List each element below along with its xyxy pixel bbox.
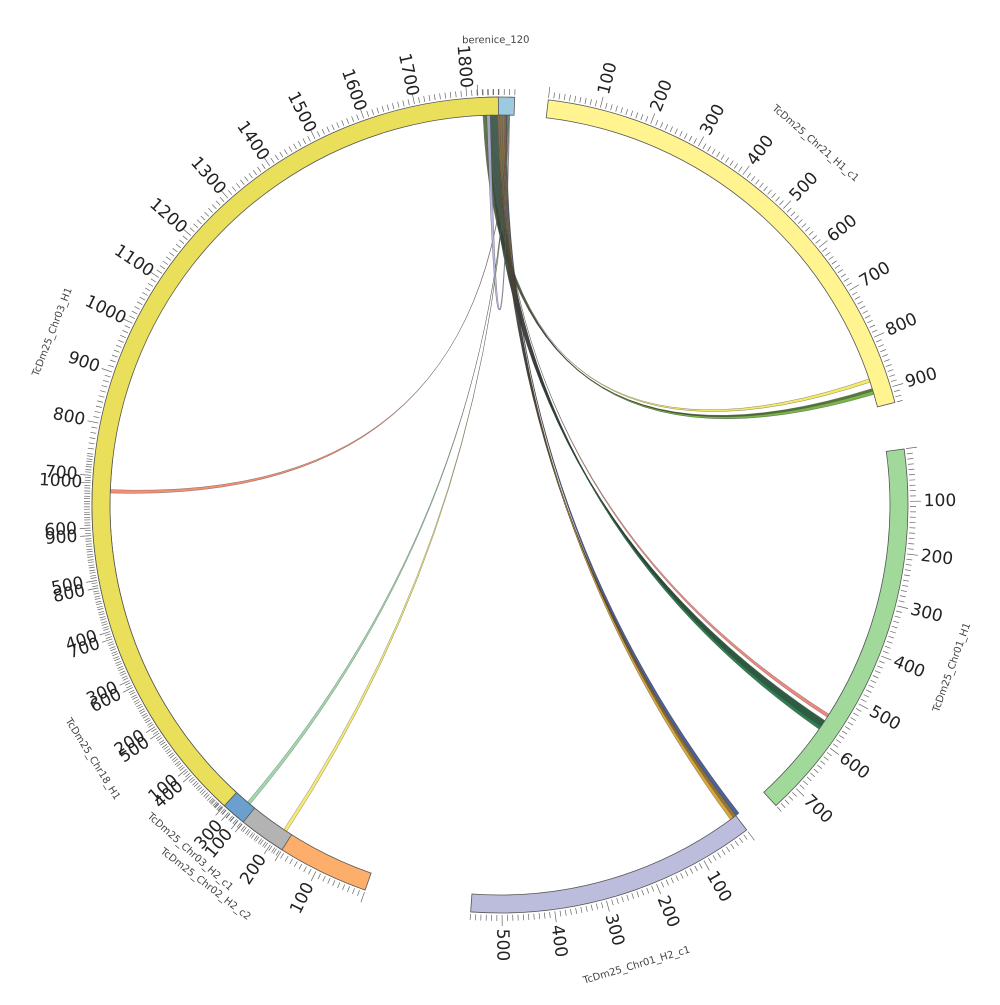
tick-label-tcdm25-chr03-h1-1500: 1500: [283, 88, 320, 136]
tick-label-tcdm25-chr01-h1-100: 100: [924, 491, 957, 511]
tick-label-tcdm25-chr03-h1-1700: 1700: [394, 51, 423, 97]
link-tcdm25-chr02-h2-c2-7: [283, 114, 509, 832]
tick-label-tcdm25-chr18-h1-100: 100: [286, 879, 318, 917]
tick-label-tcdm25-chr21-h1-c1-700: 700: [856, 258, 894, 292]
tick-label-tcdm25-chr03-h1-1800: 1800: [453, 44, 476, 89]
tick-label-tcdm25-chr03-h1-1400: 1400: [232, 117, 273, 164]
tick-label-tcdm25-chr21-h1-c1-600: 600: [823, 211, 861, 247]
tick-label-tcdm25-chr21-h1-c1-800: 800: [883, 309, 921, 341]
tick-label-tcdm25-chr01-h2-c1-300: 300: [600, 912, 628, 949]
link-tcdm25-chr01-h2-c1-4: [498, 114, 738, 820]
segment-tcdm25-chr01-h2-c1: [470, 815, 748, 914]
tick-label-tcdm25-chr21-h1-c1-200: 200: [646, 77, 677, 115]
ticks-tcdm25-chr03-h1: [79, 85, 499, 816]
link-tcdm25-chr18-h1-6: [109, 114, 508, 494]
tick-label-tcdm25-chr01-h2-c1-500: 500: [492, 929, 512, 962]
tick-label-tcdm25-chr03-h1-600: 600: [44, 519, 78, 541]
tick-label-tcdm25-chr01-h1-200: 200: [920, 546, 955, 570]
tick-label-tcdm25-chr21-h1-c1-300: 300: [696, 101, 729, 139]
tick-label-tcdm25-chr01-h1-400: 400: [890, 652, 928, 683]
tick-label-tcdm25-chr18-h1-900: 900: [44, 527, 78, 549]
ticks-tcdm25-chr02-h2-c2: [214, 802, 282, 862]
tick-label-tcdm25-chr21-h1-c1-100: 100: [594, 60, 621, 96]
tick-label-tcdm25-chr03-h1-1300: 1300: [186, 153, 230, 199]
ticks-tcdm25-chr18-h1: [79, 455, 365, 903]
tick-label-tcdm25-chr18-h1-200: 200: [236, 850, 271, 888]
segment-tcdm25-chr03-h1: [91, 96, 499, 807]
segments-layer: [79, 84, 922, 927]
tick-label-tcdm25-chr03-h1-100: 100: [145, 770, 183, 806]
link-tcdm25-chr01-h1-3: [497, 114, 830, 718]
tick-label-tcdm25-chr01-h2-c1-100: 100: [702, 868, 735, 906]
tick-label-tcdm25-chr01-h2-c1-400: 400: [547, 924, 571, 959]
ticks-berenice-120: [476, 84, 516, 96]
ticks-tcdm25-chr03-h2-c1: [209, 798, 243, 833]
tick-label-tcdm25-chr03-h1-1100: 1100: [110, 241, 157, 282]
tick-label-tcdm25-chr01-h1-700: 700: [799, 791, 836, 828]
tick-label-tcdm25-chr21-h1-c1-500: 500: [786, 168, 823, 205]
tick-label-tcdm25-chr01-h1-500: 500: [866, 702, 904, 735]
segment-label-berenice-120: berenice_120: [462, 35, 529, 47]
tick-label-tcdm25-chr03-h1-900: 900: [65, 348, 102, 377]
tick-label-tcdm25-chr21-h1-c1-400: 400: [743, 132, 778, 170]
tick-label-tcdm25-chr03-h1-1200: 1200: [145, 194, 191, 238]
tick-label-tcdm25-chr03-h1-1000: 1000: [82, 291, 130, 328]
link-tcdm25-chr03-h2-c1-8: [247, 114, 510, 805]
segment-tcdm25-chr01-h1: [763, 448, 909, 807]
tick-label-tcdm25-chr18-h1-1000: 1000: [38, 470, 82, 492]
tick-label-tcdm25-chr03-h1-700: 700: [44, 462, 78, 484]
segment-label-tcdm25-chr01-h1: TcDm25_Chr01_H1: [931, 621, 974, 714]
tick-label-tcdm25-chr01-h1-300: 300: [908, 600, 944, 627]
segment-label-tcdm25-chr21-h1-c1: TcDm25_Chr21_H1_c1: [769, 102, 861, 184]
tick-label-tcdm25-chr03-h1-800: 800: [51, 404, 87, 430]
tick-label-tcdm25-chr01-h1-600: 600: [835, 748, 873, 783]
tick-label-tcdm25-chr01-h2-c1-200: 200: [653, 893, 684, 931]
ticks-tcdm25-chr21-h1-c1: [548, 86, 904, 403]
segment-tcdm25-chr21-h1-c1: [545, 99, 896, 408]
segment-label-tcdm25-chr01-h2-c1: TcDm25_Chr01_H2_c1: [581, 945, 691, 987]
ticks-tcdm25-chr01-h1: [777, 446, 922, 812]
segment-label-tcdm25-chr18-h1: TcDm25_Chr18_H1: [62, 716, 122, 802]
link-tcdm25-chr01-h2-c1-5: [505, 114, 740, 816]
tick-label-tcdm25-chr21-h1-c1-900: 900: [903, 364, 940, 393]
ticks-tcdm25-chr01-h2-c1: [469, 831, 755, 927]
tick-label-tcdm25-chr03-h1-1600: 1600: [337, 66, 370, 113]
